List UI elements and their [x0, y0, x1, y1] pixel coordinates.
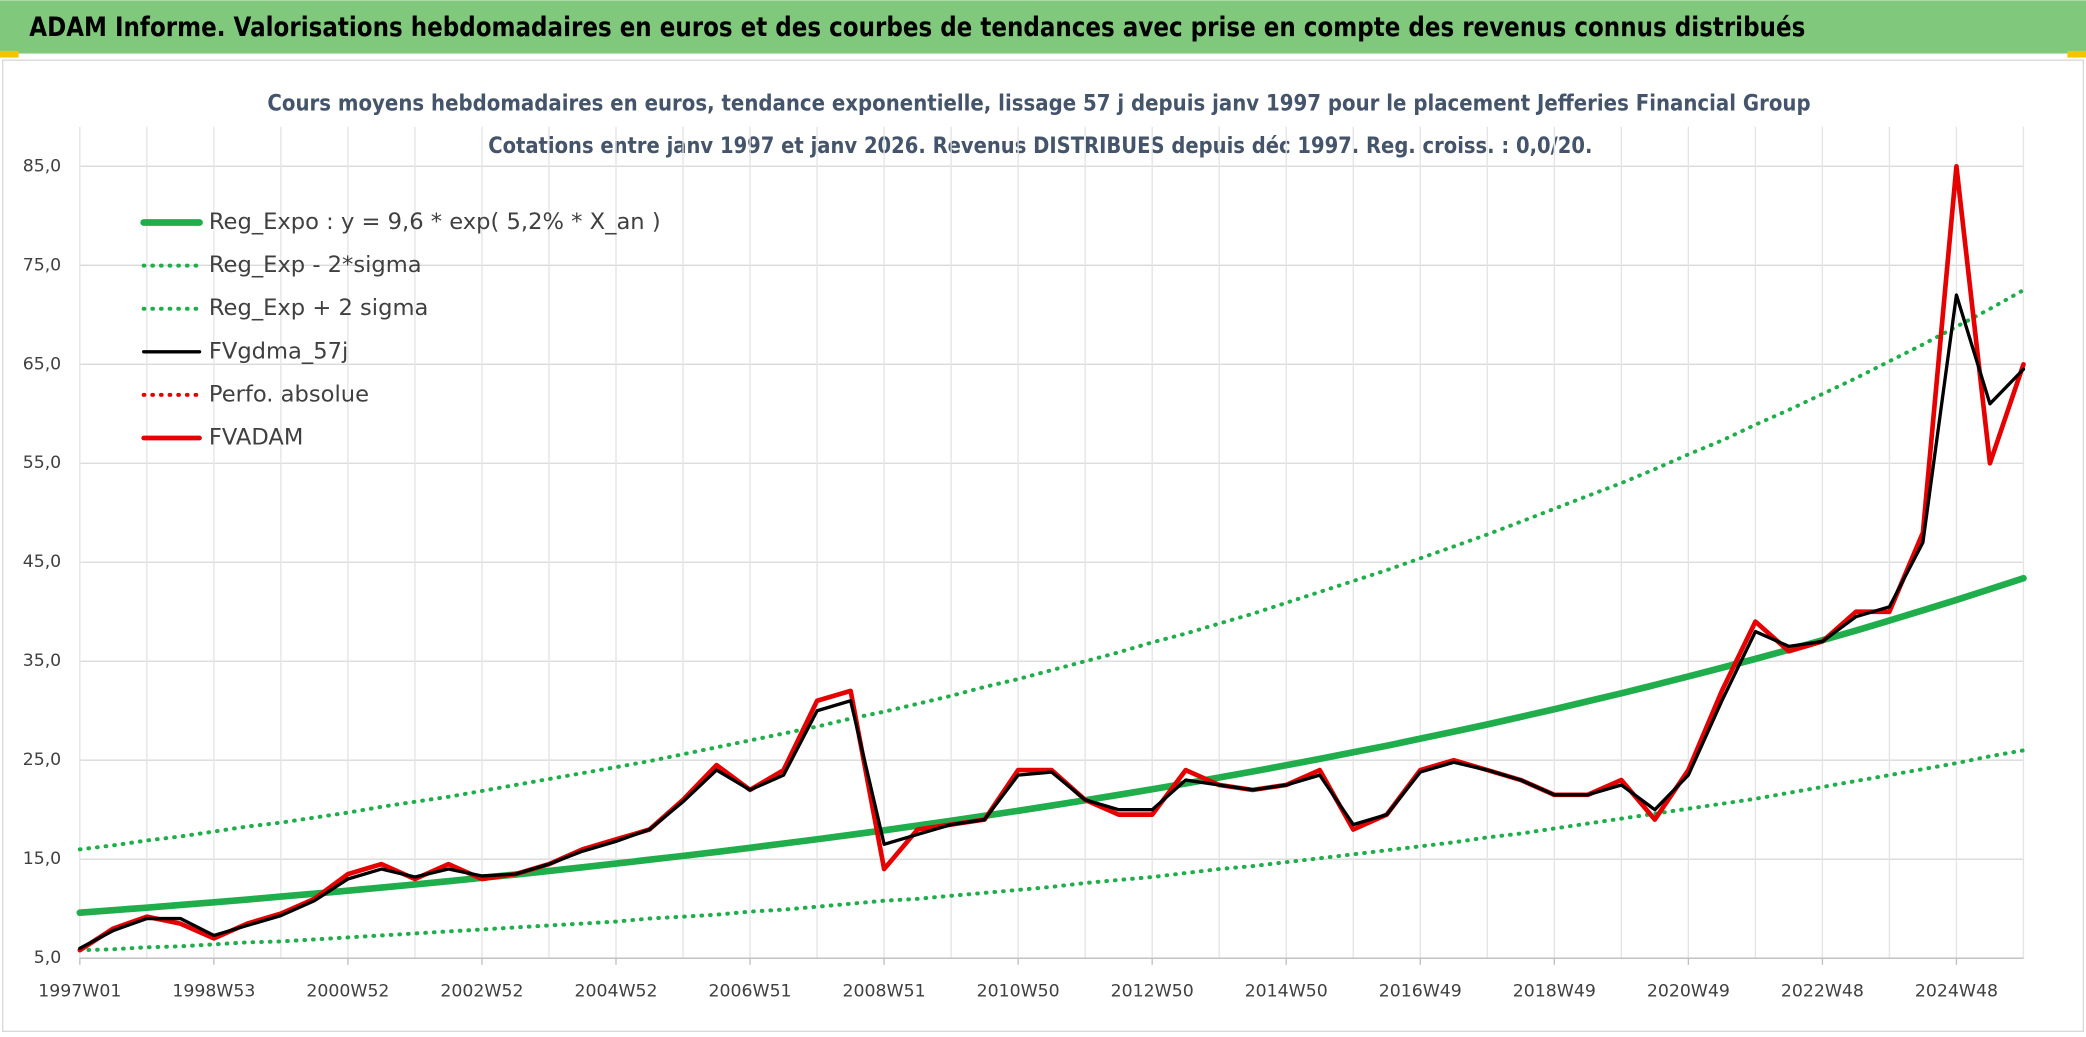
legend-label: Reg_Exp + 2 sigma: [209, 295, 428, 321]
legend-label: Perfo. absolue: [209, 381, 369, 407]
y-tick-label: 45,0: [23, 552, 61, 572]
x-tick-label: 2000W52: [306, 981, 389, 1001]
x-tick-label: 1997W01: [38, 981, 121, 1001]
x-tick-label: 1998W53: [172, 981, 255, 1001]
y-tick-label: 55,0: [23, 453, 61, 473]
x-tick-label: 2012W50: [1111, 981, 1194, 1001]
chart-frame: [1, 59, 2085, 1033]
axes: 5,0 15,0 25,0 35,0 45,0 55,0 65,0 75,0 85,0 1997W…: [23, 156, 2024, 1001]
x-tick-label: 2022W48: [1781, 981, 1864, 1001]
series-line: [78, 293, 2026, 951]
chart-title: Cours moyens hebdomadaires en euros, ten…: [267, 91, 1810, 117]
grid: [79, 126, 2025, 959]
x-tick-label: 2020W49: [1647, 981, 1730, 1001]
series-line: [77, 288, 2026, 852]
x-tick-label: 2024W48: [1915, 981, 1998, 1001]
y-tick-label: 5,0: [34, 948, 61, 968]
x-tick-label: 2008W51: [843, 981, 926, 1001]
y-tick-label: 75,0: [23, 255, 61, 275]
x-tick-label: 2002W52: [440, 981, 523, 1001]
legend: Reg_Expo : y = 9,6 * exp( 5,2% * X_an ) R…: [140, 209, 661, 451]
x-tick-label: 2006W51: [709, 981, 792, 1001]
corner-mark: [2067, 50, 2086, 58]
legend-label: Reg_Exp - 2*sigma: [209, 252, 422, 278]
x-tick-label: 2016W49: [1379, 981, 1462, 1001]
legend-label: FVADAM: [209, 425, 303, 451]
series-line: [76, 574, 2027, 917]
x-tick-label: 2010W50: [977, 981, 1060, 1001]
header-bar: [0, 0, 2086, 54]
series-line: [77, 748, 2026, 953]
y-tick-label: 85,0: [23, 156, 61, 176]
y-tick-label: 35,0: [23, 651, 61, 671]
legend-label: FVgdma_57j: [209, 338, 348, 364]
legend-label: Reg_Expo : y = 9,6 * exp( 5,2% * X_an ): [209, 209, 661, 235]
x-tick-label: 2014W50: [1245, 981, 1328, 1001]
y-tick-label: 65,0: [23, 354, 61, 374]
x-tick-label: 2004W52: [574, 981, 657, 1001]
plot: [76, 164, 2027, 953]
corner-mark: [0, 50, 19, 58]
chart-subtitle: Cotations entre janv 1997 et janv 2026. …: [488, 133, 1592, 159]
x-tick-label: 2018W49: [1513, 981, 1596, 1001]
y-tick-label: 25,0: [23, 750, 61, 770]
y-tick-label: 15,0: [23, 849, 61, 869]
header-title: ADAM Informe. Valorisations hebdomadaire…: [29, 12, 1805, 43]
